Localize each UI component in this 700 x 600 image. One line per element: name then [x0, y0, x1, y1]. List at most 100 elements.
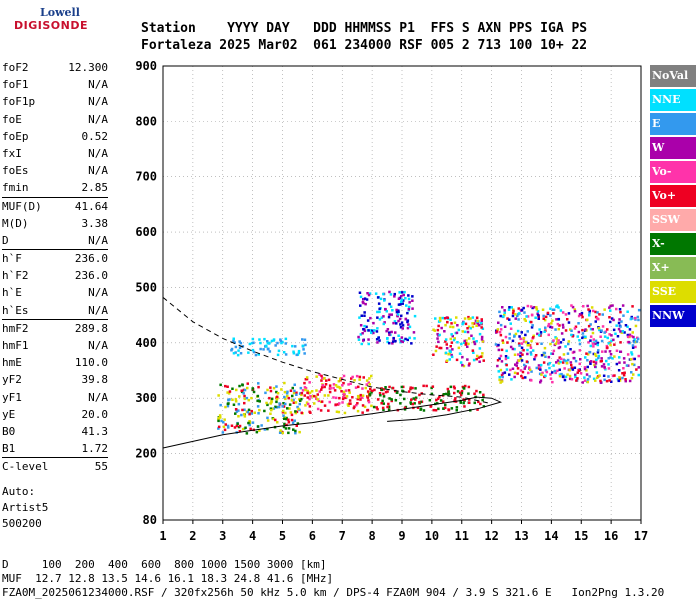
echo-point — [341, 384, 344, 387]
echo-point — [434, 349, 438, 353]
echo-point — [538, 372, 542, 376]
echo-point — [459, 393, 463, 397]
echo-point — [481, 327, 485, 330]
echo-point — [473, 340, 476, 344]
echo-point — [247, 408, 251, 412]
echo-point — [524, 319, 527, 322]
x-tick-label: 12 — [484, 529, 498, 543]
echo-point — [295, 424, 298, 427]
echo-point — [411, 402, 414, 406]
echo-point — [504, 355, 508, 358]
echo-point — [467, 392, 470, 395]
echo-point — [463, 339, 466, 343]
echo-point — [623, 371, 626, 374]
echo-point — [578, 313, 582, 316]
echo-point — [418, 393, 421, 397]
echo-point — [368, 383, 371, 386]
param-row: h`F 236.0 — [2, 250, 108, 267]
echo-point — [597, 317, 600, 321]
echo-point — [556, 340, 559, 343]
echo-point — [362, 339, 365, 342]
echo-point — [235, 388, 238, 392]
echo-point — [435, 345, 438, 348]
echo-point — [513, 371, 517, 375]
echo-point — [304, 388, 307, 392]
echo-point — [356, 409, 360, 413]
echo-point — [362, 376, 365, 379]
echo-point — [240, 389, 243, 392]
echo-point — [238, 384, 241, 388]
echo-point — [610, 339, 613, 343]
echo-point — [439, 399, 443, 402]
echo-point — [592, 345, 595, 348]
echo-point — [559, 360, 562, 364]
echo-point — [308, 410, 311, 414]
echo-point — [539, 381, 542, 384]
echo-point — [220, 419, 223, 423]
echo-point — [251, 387, 254, 390]
echo-point — [367, 399, 370, 402]
echo-point — [504, 357, 508, 361]
echo-point — [557, 362, 561, 365]
echo-point — [247, 351, 250, 354]
echo-point — [388, 385, 391, 389]
echo-point — [551, 352, 555, 355]
echo-point — [526, 304, 530, 308]
echo-point — [523, 311, 526, 314]
echo-point — [615, 349, 619, 352]
echo-point — [361, 387, 364, 390]
echo-point — [223, 428, 227, 432]
echo-point — [246, 410, 250, 414]
echo-point — [397, 297, 401, 300]
echo-point — [619, 325, 622, 328]
echo-point — [318, 390, 321, 393]
echo-point — [233, 341, 236, 344]
echo-point — [466, 327, 469, 330]
echo-point — [544, 374, 547, 378]
echo-point — [360, 396, 364, 399]
echo-point — [388, 290, 391, 294]
echo-point — [620, 331, 623, 334]
echo-point — [503, 371, 507, 374]
echo-point — [557, 342, 560, 345]
echo-point — [217, 427, 220, 430]
echo-point — [408, 301, 411, 304]
echo-point — [270, 400, 273, 404]
echo-point — [633, 357, 636, 361]
echo-point — [517, 307, 520, 310]
param-value: 3.38 — [81, 216, 109, 230]
echo-point — [400, 385, 404, 389]
echo-point — [405, 304, 408, 307]
echo-point — [345, 395, 349, 398]
echo-point — [270, 339, 274, 343]
echo-point — [371, 329, 374, 333]
echo-point — [224, 384, 227, 388]
echo-point — [234, 408, 238, 411]
echo-point — [586, 380, 589, 384]
echo-point — [553, 369, 557, 373]
echo-point — [610, 317, 614, 320]
echo-point — [256, 394, 260, 398]
echo-point — [550, 352, 553, 355]
echo-point — [440, 326, 443, 330]
echo-point — [301, 344, 305, 348]
echo-point — [295, 353, 298, 357]
echo-point — [386, 337, 389, 340]
echo-point — [238, 346, 242, 349]
echo-point — [516, 372, 519, 375]
echo-point — [442, 393, 445, 396]
echo-point — [445, 392, 448, 396]
echo-point — [621, 372, 624, 375]
echo-point — [409, 386, 412, 389]
echo-point — [505, 363, 508, 367]
echo-point — [544, 326, 547, 329]
echo-point — [475, 340, 478, 343]
echo-point — [542, 353, 545, 357]
echo-point — [552, 312, 555, 315]
echo-point — [608, 333, 611, 336]
echo-point — [466, 358, 469, 361]
echo-point — [406, 338, 409, 342]
param-name: h`E — [2, 286, 22, 300]
echo-point — [633, 363, 636, 367]
y-tick-label: 600 — [135, 225, 157, 239]
